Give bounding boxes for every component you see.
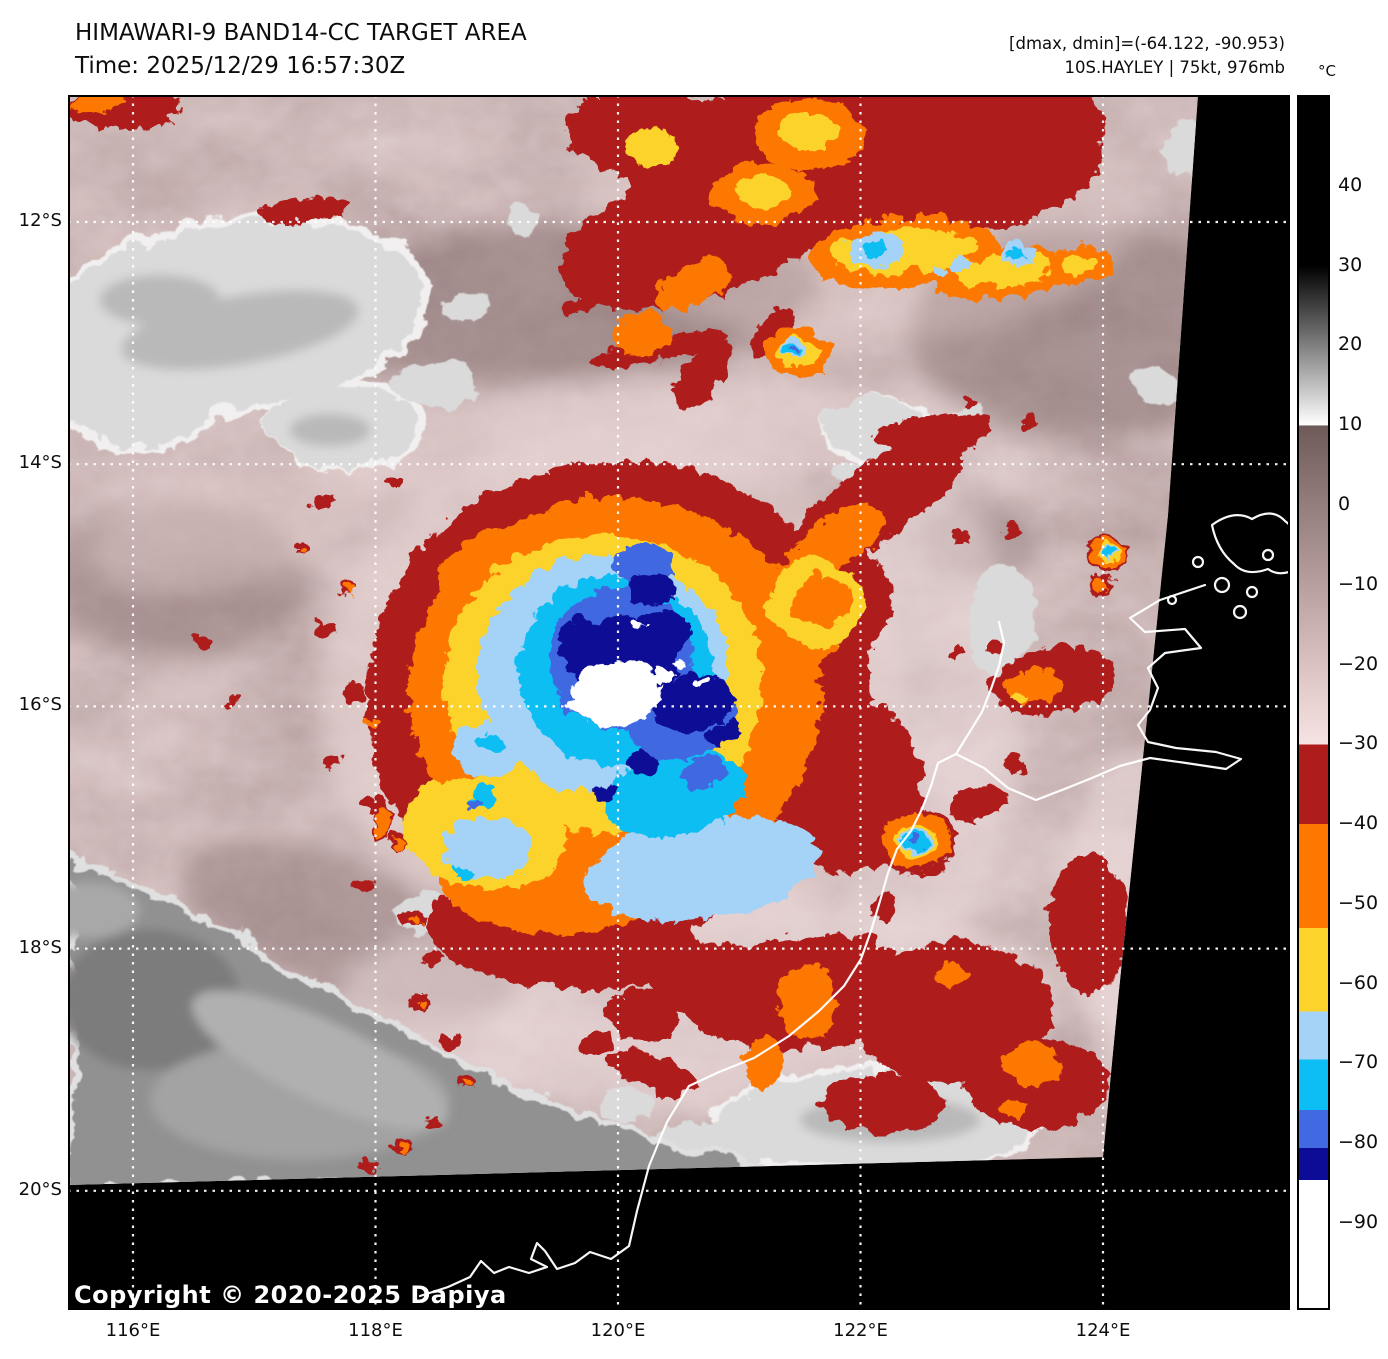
colorbar-tick-label: 20 xyxy=(1338,333,1363,356)
satellite-image xyxy=(68,95,1290,1310)
colorbar-tick-label: 30 xyxy=(1338,253,1363,276)
lon-tick-label: 124°E xyxy=(1075,1320,1131,1341)
lat-tick-label: 16°S xyxy=(18,694,62,716)
colorbar-tick-label: −50 xyxy=(1338,891,1379,914)
colorbar xyxy=(1297,95,1330,1310)
colorbar-unit-label: °C xyxy=(1318,62,1336,80)
colorbar-tick-label: 40 xyxy=(1338,173,1363,196)
colorbar-tick-label: −20 xyxy=(1338,652,1379,675)
lat-tick-label: 18°S xyxy=(18,936,62,958)
lon-tick-label: 116°E xyxy=(105,1320,161,1341)
colorbar-tick-label: −10 xyxy=(1338,572,1379,595)
colorbar-tick-label: −70 xyxy=(1338,1051,1379,1074)
colorbar-tick-label: 0 xyxy=(1338,493,1351,516)
satellite-map xyxy=(68,95,1290,1310)
lon-tick-label: 118°E xyxy=(348,1320,403,1341)
colorbar-tick-label: −30 xyxy=(1338,732,1379,755)
lat-tick-label: 12°S xyxy=(18,210,62,231)
lon-tick-label: 120°E xyxy=(590,1320,646,1341)
coastline xyxy=(418,512,1290,1298)
storm-info-annotation: 10S.HAYLEY | 75kt, 976mb xyxy=(1064,58,1285,77)
lat-lon-gridlines xyxy=(68,95,1290,1310)
lat-tick-label: 14°S xyxy=(18,452,62,474)
colorbar-tick-label: 10 xyxy=(1338,413,1363,436)
colorbar-tick-label: −40 xyxy=(1338,812,1379,835)
copyright-watermark: Copyright © 2020-2025 Dapiya xyxy=(74,1281,507,1309)
page-title: HIMAWARI-9 BAND14-CC TARGET AREA xyxy=(75,20,527,46)
lon-tick-label: 122°E xyxy=(833,1320,888,1341)
colorbar-tick-label: −90 xyxy=(1338,1211,1379,1234)
colorbar-tick-label: −60 xyxy=(1338,971,1379,994)
lat-tick-label: 20°S xyxy=(18,1178,62,1200)
colorbar-tick-label: −80 xyxy=(1338,1131,1379,1154)
dmax-dmin-annotation: [dmax, dmin]=(-64.122, -90.953) xyxy=(1009,34,1285,53)
colorbar-gradient xyxy=(1297,95,1330,1310)
timestamp: Time: 2025/12/29 16:57:30Z xyxy=(75,53,406,79)
